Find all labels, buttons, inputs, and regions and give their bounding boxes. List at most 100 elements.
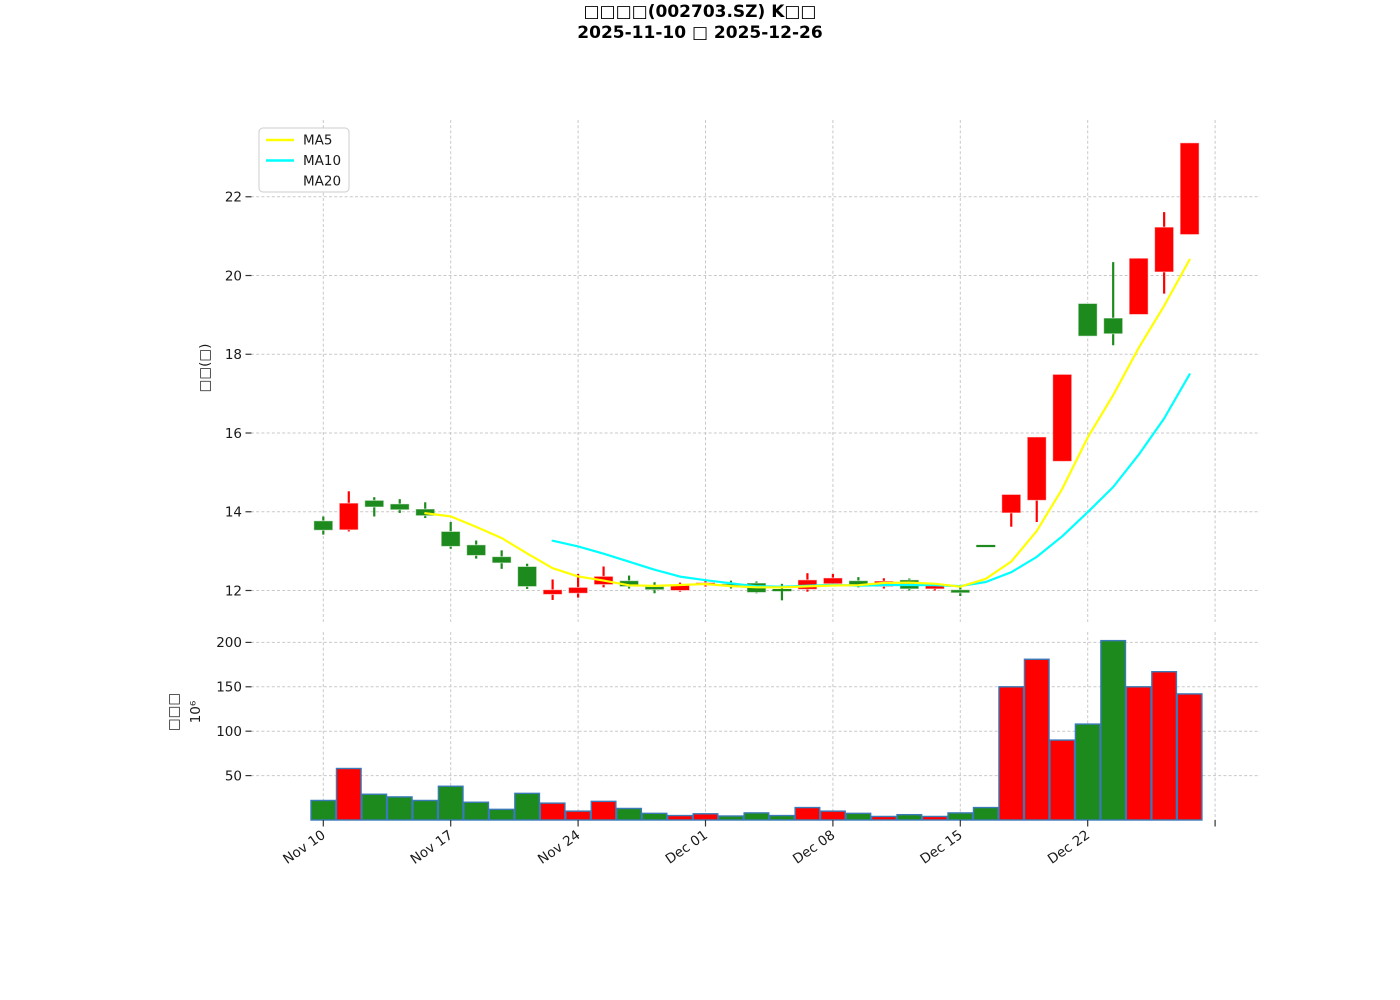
volume-bar[interactable] <box>565 810 592 821</box>
candlestick[interactable] <box>440 521 461 549</box>
price-tick-label: 18 <box>225 347 242 363</box>
candlestick[interactable] <box>389 499 410 513</box>
volume-bar[interactable] <box>1176 693 1203 821</box>
volume-bar[interactable] <box>590 800 617 821</box>
volume-tick-label: 200 <box>216 635 242 651</box>
candlestick[interactable] <box>1154 212 1175 294</box>
volume-bar[interactable] <box>1023 658 1050 821</box>
candle-body <box>1179 142 1200 236</box>
candle-body <box>1026 436 1047 501</box>
volume-bar[interactable] <box>539 802 566 821</box>
volume-bar[interactable] <box>667 814 694 821</box>
volume-bar[interactable] <box>641 812 668 821</box>
volume-bar[interactable] <box>998 686 1025 821</box>
candle-body <box>568 586 589 594</box>
volume-bar[interactable] <box>1049 739 1076 821</box>
volume-bar[interactable] <box>361 793 388 821</box>
candlestick[interactable] <box>593 566 614 588</box>
volume-bar[interactable] <box>947 812 974 821</box>
volume-bar[interactable] <box>870 815 897 821</box>
candlestick[interactable] <box>1128 257 1149 316</box>
candlestick[interactable] <box>338 491 359 532</box>
x-tick-label: Dec 22 <box>1045 827 1093 867</box>
candlestick[interactable] <box>1001 493 1022 527</box>
candlestick[interactable] <box>644 582 665 594</box>
volume-bar[interactable] <box>1074 723 1101 821</box>
candlestick[interactable] <box>619 575 640 589</box>
candle-body <box>466 544 487 556</box>
volume-bar[interactable] <box>1100 639 1127 821</box>
candlestick[interactable] <box>466 540 487 559</box>
candlestick[interactable] <box>1103 262 1124 346</box>
chart-title-line2: 2025-11-10 □ 2025-12-26 <box>577 23 822 43</box>
candle-body <box>976 544 996 548</box>
candle-body <box>822 577 843 585</box>
candle-body <box>491 556 512 564</box>
candlestick[interactable] <box>491 550 512 569</box>
candlestick[interactable] <box>517 563 538 589</box>
volume-bar[interactable] <box>819 810 846 821</box>
candlestick[interactable] <box>542 579 563 600</box>
candlestick[interactable] <box>364 497 385 517</box>
x-tick-label: Nov 17 <box>408 827 456 868</box>
candle-body <box>1128 257 1149 316</box>
candlestick[interactable] <box>568 573 589 598</box>
volume-bar[interactable] <box>1125 686 1152 821</box>
volume-axis-label: □□□ <box>166 693 182 731</box>
candlestick[interactable] <box>313 516 334 535</box>
ma10-line <box>551 373 1191 588</box>
chart-title-line1: □□□□(002703.SZ) K□□ <box>583 2 816 22</box>
volume-bar[interactable] <box>514 792 541 821</box>
candlestick[interactable] <box>415 502 436 519</box>
x-tick-label: Nov 10 <box>280 827 328 868</box>
volume-bar[interactable] <box>692 813 719 821</box>
volume-bar[interactable] <box>896 813 923 821</box>
ma20-line <box>806 478 1191 585</box>
candlestick[interactable] <box>976 544 996 548</box>
volume-bar[interactable] <box>1151 670 1178 821</box>
volume-bar[interactable] <box>386 796 413 821</box>
price-tick-label: 22 <box>225 190 242 206</box>
volume-bars <box>310 639 1203 821</box>
volume-bar[interactable] <box>463 801 490 821</box>
volume-bar[interactable] <box>717 815 744 821</box>
ma5-line <box>424 258 1191 589</box>
candle-body <box>338 502 359 531</box>
legend-ma10-label: MA10 <box>303 153 341 169</box>
candlestick[interactable] <box>1179 142 1200 236</box>
candle-body <box>950 589 971 594</box>
x-tick-label: Dec 15 <box>917 827 965 867</box>
volume-tick-label: 50 <box>225 768 242 784</box>
candlestick[interactable] <box>797 573 818 592</box>
volume-bar[interactable] <box>743 812 770 821</box>
legend: MA5 MA10 MA20 <box>258 127 350 193</box>
volume-bar[interactable] <box>616 807 643 821</box>
x-tick-label: Dec 08 <box>790 827 838 867</box>
candle-body <box>1001 493 1022 514</box>
volume-tick-label: 150 <box>216 680 242 696</box>
volume-bar[interactable] <box>921 815 948 821</box>
volume-bar[interactable] <box>845 812 872 821</box>
volume-bar[interactable] <box>310 799 337 821</box>
volume-bar[interactable] <box>488 808 515 821</box>
volume-bar[interactable] <box>794 806 821 821</box>
volume-bar[interactable] <box>335 767 362 821</box>
price-tick-label: 16 <box>225 426 242 442</box>
price-axis-label: □□(□) <box>197 344 213 393</box>
volume-bar[interactable] <box>972 806 999 821</box>
candle-body <box>1052 373 1073 462</box>
price-tick-label: 12 <box>225 583 242 599</box>
candlestick[interactable] <box>1077 302 1098 337</box>
candlestick[interactable] <box>1052 373 1073 462</box>
volume-bar[interactable] <box>437 785 464 821</box>
candlestick[interactable] <box>822 573 843 586</box>
candle-body <box>389 503 410 511</box>
candle-body <box>313 520 334 531</box>
volume-bar[interactable] <box>412 799 439 821</box>
candlestick[interactable] <box>1026 436 1047 522</box>
volume-bar[interactable] <box>768 814 795 821</box>
candle-body <box>542 589 563 595</box>
legend-ma5-label: MA5 <box>303 133 332 149</box>
